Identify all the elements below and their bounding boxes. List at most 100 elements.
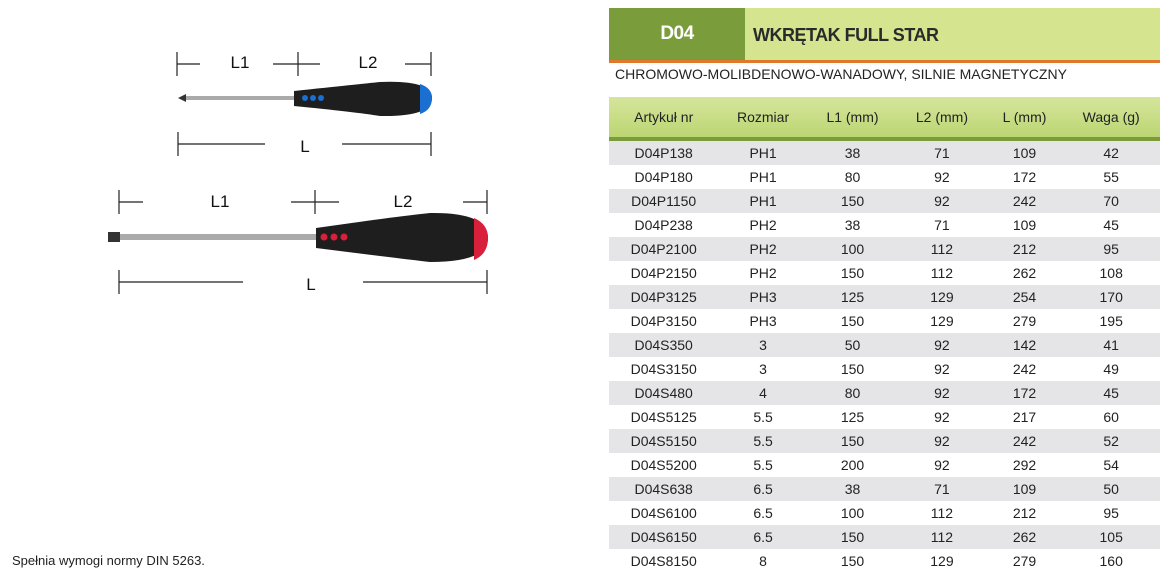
table-cell: 45 <box>1103 217 1119 233</box>
table-cell: 38 <box>807 139 898 165</box>
divider <box>609 60 1160 63</box>
table-cell: 150 <box>807 429 898 453</box>
phillips-screwdriver-image <box>178 81 432 117</box>
dim-l-top: L <box>300 137 309 156</box>
table-row: D04S638 6.5 38 71 109 50 <box>609 477 1160 501</box>
table-cell: D04S638 <box>609 477 719 501</box>
table-cell: 212 <box>1012 505 1037 521</box>
dim-l2-top: L2 <box>359 53 378 72</box>
table-cell: 52 <box>1062 429 1160 453</box>
table-row: D04S8150 8 150 129 279 160 <box>609 549 1160 573</box>
table-cell: D04S8150 <box>630 553 697 569</box>
table-cell: 45 <box>1062 381 1160 405</box>
table-cell: 129 <box>930 553 954 569</box>
norm-note: Spełnia wymogi normy DIN 5263. <box>12 553 205 568</box>
table-row: D04P180 PH1 80 92 172 55 <box>609 165 1160 189</box>
slotted-screwdriver-image <box>108 212 488 262</box>
table-cell: 70 <box>1062 189 1160 213</box>
table-cell: 172 <box>986 381 1063 405</box>
column-header: L1 (mm) <box>807 97 898 141</box>
table-cell: D04P138 <box>609 139 719 165</box>
table-cell: 150 <box>840 313 865 329</box>
table-row: D04P3125 PH3 125 129 254 170 <box>609 285 1160 309</box>
table-cell: 5.5 <box>718 429 808 453</box>
column-header: L (mm) <box>986 97 1063 141</box>
table-cell: 8 <box>759 553 767 569</box>
table-cell: 38 <box>807 477 898 501</box>
table-cell: 129 <box>930 313 954 329</box>
product-title: WKRĘTAK FULL STAR <box>753 25 939 45</box>
table-cell: 200 <box>840 457 865 473</box>
table-cell: 109 <box>1012 217 1037 233</box>
column-header: Rozmiar <box>718 97 808 141</box>
table-cell: 6.5 <box>753 505 773 521</box>
table-cell: 242 <box>1012 361 1037 377</box>
dim-l2-bottom: L2 <box>394 192 413 211</box>
table-cell: PH2 <box>718 237 808 261</box>
table-cell: 170 <box>1062 285 1160 309</box>
table-cell: 112 <box>897 525 987 549</box>
product-header: D04 WKRĘTAK FULL STAR <box>609 8 1160 60</box>
table-cell: 150 <box>807 189 898 213</box>
table-cell: 60 <box>1103 409 1119 425</box>
column-header: L2 (mm) <box>897 97 987 141</box>
table-row: D04P1150 PH1 150 92 242 70 <box>609 189 1160 213</box>
table-row: D04S3150 3 150 92 242 49 <box>609 357 1160 381</box>
table-cell: PH1 <box>718 139 808 165</box>
table-cell: 41 <box>1062 333 1160 357</box>
table-cell: 3 <box>718 333 808 357</box>
table-row: D04S5150 5.5 150 92 242 52 <box>609 429 1160 453</box>
table-cell: 92 <box>934 169 950 185</box>
table-cell: 100 <box>840 505 865 521</box>
table-cell: 50 <box>807 333 898 357</box>
table-row: D04P3150 PH3 150 129 279 195 <box>609 309 1160 333</box>
table-cell: 112 <box>897 237 987 261</box>
dim-l-bottom: L <box>306 275 315 294</box>
table-cell: 112 <box>930 265 954 281</box>
table-cell: 54 <box>1103 457 1119 473</box>
product-code: D04 <box>609 8 745 60</box>
product-subtitle: CHROMOWO-MOLIBDENOWO-WANADOWY, SILNIE MA… <box>615 66 1067 82</box>
table-cell: 242 <box>986 429 1063 453</box>
table-cell: D04S6100 <box>630 505 697 521</box>
table-cell: 92 <box>897 333 987 357</box>
table-cell: D04P3150 <box>630 313 697 329</box>
column-header: Waga (g) <box>1062 97 1160 141</box>
table-cell: 92 <box>934 457 950 473</box>
screwdriver-diagram: L1 L2 L L1 L2 L <box>108 52 488 294</box>
table-cell: 112 <box>930 505 954 521</box>
table-cell: D04S5125 <box>630 409 697 425</box>
dim-l1-bottom: L1 <box>211 192 230 211</box>
table-row: D04P238 PH2 38 71 109 45 <box>609 213 1160 237</box>
table-cell: 6.5 <box>718 525 808 549</box>
table-cell: 150 <box>840 265 865 281</box>
table-row: D04S350 3 50 92 142 41 <box>609 333 1160 357</box>
table-row: D04S6100 6.5 100 112 212 95 <box>609 501 1160 525</box>
table-cell: 150 <box>807 525 898 549</box>
table-cell: 95 <box>1062 237 1160 261</box>
table-cell: PH3 <box>718 285 808 309</box>
table-cell: 6.5 <box>718 477 808 501</box>
table-cell: 92 <box>934 361 950 377</box>
table-cell: 92 <box>934 409 950 425</box>
table-row: D04S480 4 80 92 172 45 <box>609 381 1160 405</box>
table-cell: 142 <box>986 333 1063 357</box>
table-cell: D04P2100 <box>609 237 719 261</box>
table-cell: D04S5150 <box>609 429 719 453</box>
table-cell: 5.5 <box>753 409 773 425</box>
table-cell: 108 <box>1099 265 1123 281</box>
table-cell: 49 <box>1103 361 1119 377</box>
table-cell: 80 <box>807 381 898 405</box>
table-cell: 5.5 <box>753 457 773 473</box>
table-cell: 254 <box>986 285 1063 309</box>
table-cell: D04S480 <box>609 381 719 405</box>
table-cell: 279 <box>1012 313 1037 329</box>
table-cell: 95 <box>1103 505 1119 521</box>
table-cell: 105 <box>1062 525 1160 549</box>
table-cell: 195 <box>1099 313 1123 329</box>
table-cell: 71 <box>934 217 950 233</box>
table-cell: 160 <box>1099 553 1123 569</box>
table-row: D04S5200 5.5 200 92 292 54 <box>609 453 1160 477</box>
table-cell: 71 <box>897 477 987 501</box>
table-cell: 129 <box>897 285 987 309</box>
